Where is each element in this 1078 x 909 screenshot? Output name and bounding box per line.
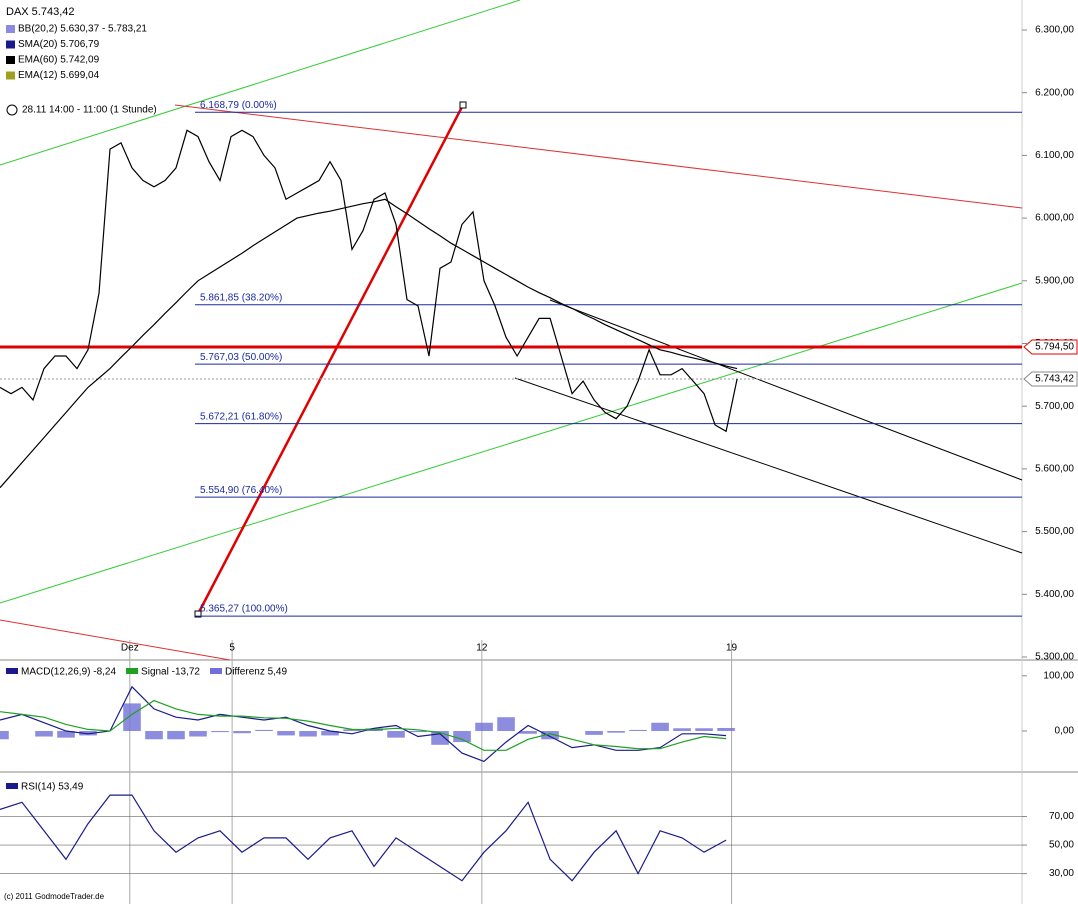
fib-label: 5.554,90 (76.40%)	[200, 485, 282, 496]
histogram-bar	[519, 731, 537, 734]
chart-title: DAX 5.743,42	[6, 6, 75, 18]
y-tick-label: 30,00	[1049, 868, 1074, 879]
legend-swatch	[6, 40, 15, 49]
legend-swatch	[6, 783, 18, 789]
histogram-bar	[321, 731, 339, 736]
x-tick-label: Dez	[121, 643, 139, 654]
fib-handle	[459, 101, 467, 109]
y-tick-label: 70,00	[1049, 811, 1074, 822]
clock-icon	[6, 104, 18, 116]
trendline	[174, 104, 1023, 209]
histogram-bar	[123, 703, 141, 732]
histogram-bar	[233, 731, 251, 734]
histogram-bar	[475, 722, 493, 732]
trendline	[514, 377, 1023, 554]
y-tick-label: 100,00	[1043, 670, 1074, 681]
footer: (c) 2011 GodmodeTrader.de	[4, 892, 105, 901]
y-tick-label: 6.100,00	[1035, 150, 1074, 161]
histogram-bar	[541, 731, 559, 740]
y-tick-label: 5.300,00	[1035, 652, 1074, 663]
series-line	[0, 699, 727, 751]
histogram-bar	[167, 731, 185, 740]
histogram-bar	[35, 731, 53, 737]
y-tick-label: 6.200,00	[1035, 87, 1074, 98]
price-tag-label: 5.794,50	[1035, 342, 1074, 353]
y-tick-label: 5.400,00	[1035, 589, 1074, 600]
histogram-bar	[343, 729, 361, 732]
legend-entry: EMA(12) 5.699,04	[18, 70, 100, 81]
histogram-bar	[189, 731, 207, 737]
x-tick-label: 12	[476, 643, 488, 654]
x-tick-label: 5	[229, 643, 235, 654]
histogram-bar	[409, 731, 427, 733]
legend-entry: RSI(14) 53,49	[21, 782, 84, 793]
trendline	[549, 299, 1023, 481]
series-line	[0, 794, 727, 882]
histogram-bar	[651, 722, 669, 732]
y-tick-label: 5.600,00	[1035, 464, 1074, 475]
trendline	[0, 619, 231, 661]
histogram-bar	[497, 717, 515, 732]
fib-label: 5.672,21 (61.80%)	[200, 411, 282, 422]
legend-swatch	[6, 25, 15, 33]
price-tag	[1023, 371, 1078, 387]
histogram-bar	[585, 731, 603, 735]
histogram-bar	[299, 731, 317, 737]
histogram-bar	[211, 731, 229, 733]
fib-label: 6.168,79 (0.00%)	[200, 100, 277, 111]
histogram-bar	[57, 731, 75, 738]
fib-label: 5.767,03 (50.00%)	[200, 352, 282, 363]
legend-entry: Differenz 5,49	[225, 667, 288, 678]
legend-swatch	[6, 668, 18, 674]
price-tag	[1023, 339, 1078, 355]
y-tick-label: 5.500,00	[1035, 526, 1074, 537]
legend-swatch	[209, 668, 222, 674]
legend-swatch	[126, 668, 139, 674]
legend-entry: Signal -13,72	[141, 667, 200, 678]
fib-label: 5.861,85 (38.20%)	[200, 292, 282, 303]
x-tick-label: 19	[726, 643, 738, 654]
legend-entry: MACD(12,26,9) -8,24	[21, 667, 116, 678]
fib-anchor-line	[196, 104, 465, 615]
fib-label: 5.365,27 (100.00%)	[200, 604, 288, 615]
histogram-bar	[387, 731, 405, 738]
trendline	[0, 0, 521, 166]
legend-swatch	[6, 71, 15, 80]
y-tick-label: 5.900,00	[1035, 275, 1074, 286]
legend-entry: BB(20,2) 5.630,37 - 5.783,21	[18, 24, 147, 35]
histogram-bar	[255, 729, 273, 732]
y-tick-label: 5.700,00	[1035, 401, 1074, 412]
series-line	[0, 198, 738, 489]
histogram-bar	[695, 728, 713, 732]
histogram-bar	[673, 728, 691, 732]
legend-entry: EMA(60) 5.742,09	[18, 55, 100, 66]
y-tick-label: 6.000,00	[1035, 213, 1074, 224]
chart-subtitle: 28.11 14:00 - 11:00 (1 Stunde)	[22, 105, 157, 116]
y-tick-label: 6.300,00	[1035, 25, 1074, 36]
histogram-bar	[277, 731, 295, 736]
histogram-bar	[629, 729, 647, 732]
legend-swatch	[6, 56, 15, 64]
fib-handle	[194, 610, 202, 618]
histogram-bar	[453, 731, 471, 743]
price-tag-label: 5.743,42	[1035, 374, 1074, 385]
histogram-bar	[607, 731, 625, 733]
trendline	[0, 282, 1023, 604]
histogram-bar	[145, 731, 163, 740]
histogram-bar	[717, 727, 735, 732]
series-line	[0, 685, 727, 763]
legend-entry: SMA(20) 5.706,79	[18, 39, 100, 50]
y-tick-label: 50,00	[1049, 840, 1074, 851]
y-tick-label: 0,00	[1055, 726, 1075, 737]
series-line	[0, 129, 738, 433]
histogram-bar	[0, 731, 9, 740]
